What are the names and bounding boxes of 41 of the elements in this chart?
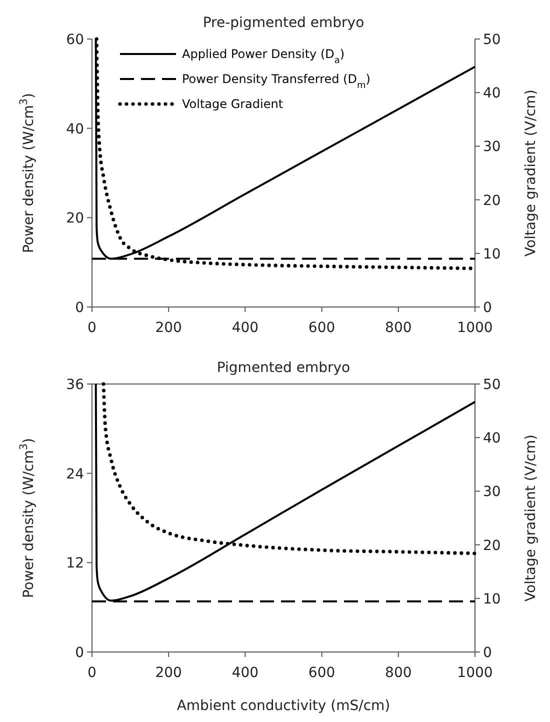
y2-tick-label: 50 bbox=[483, 32, 501, 48]
chart-title: Pre-pigmented embryo bbox=[202, 15, 364, 31]
x-tick-label: 800 bbox=[385, 320, 412, 336]
y2-tick-label: 20 bbox=[483, 538, 501, 554]
y2-tick-label: 0 bbox=[483, 300, 492, 316]
x-tick-label: 600 bbox=[308, 665, 336, 681]
y-tick-label: 24 bbox=[66, 466, 84, 482]
line-series bbox=[94, 383, 476, 602]
y2-axis-title: Voltage gradient (V/cm) bbox=[523, 434, 539, 602]
y-tick-label: 0 bbox=[75, 645, 84, 661]
x-tick-label: 800 bbox=[385, 665, 412, 681]
x-tick-label: 400 bbox=[232, 320, 259, 336]
y2-tick-label: 40 bbox=[483, 86, 501, 102]
x-tick-label: 1000 bbox=[457, 665, 493, 681]
y2-tick-label: 30 bbox=[483, 484, 501, 500]
y-tick-label: 40 bbox=[66, 121, 84, 138]
y-tick-label: 12 bbox=[66, 556, 84, 572]
legend-label: Applied Power Density (D$_{a}$) bbox=[182, 47, 345, 66]
y-tick-label: 36 bbox=[66, 377, 84, 393]
x-tick-label: 0 bbox=[88, 320, 96, 336]
y-tick-label: 60 bbox=[66, 32, 84, 48]
y2-axis-title: Voltage gradient (V/cm) bbox=[523, 90, 539, 256]
legend-label: Voltage Gradient bbox=[182, 97, 284, 111]
y2-tick-label: 20 bbox=[483, 192, 501, 209]
x-axis-title: Ambient conductivity (mS/cm) bbox=[176, 698, 390, 714]
y2-tick-label: 10 bbox=[483, 246, 501, 262]
y-tick-label: 0 bbox=[75, 300, 84, 316]
legend-label: Power Density Transferred (D$_{m}$) bbox=[182, 72, 370, 91]
chart-title: Pigmented embryo bbox=[216, 360, 350, 376]
x-tick-label: 200 bbox=[155, 665, 182, 681]
y2-tick-label: 10 bbox=[483, 591, 501, 608]
x-tick-label: 200 bbox=[155, 320, 182, 336]
y-tick-label: 20 bbox=[66, 210, 84, 227]
y2-tick-label: 30 bbox=[483, 139, 501, 156]
x-tick-label: 0 bbox=[88, 665, 96, 681]
y2-tick-label: 0 bbox=[483, 645, 492, 661]
x-tick-label: 400 bbox=[232, 665, 259, 681]
y2-tick-label: 40 bbox=[483, 430, 501, 447]
x-tick-label: 600 bbox=[308, 320, 336, 336]
x-tick-label: 1000 bbox=[457, 320, 493, 336]
y2-tick-label: 50 bbox=[483, 377, 501, 393]
